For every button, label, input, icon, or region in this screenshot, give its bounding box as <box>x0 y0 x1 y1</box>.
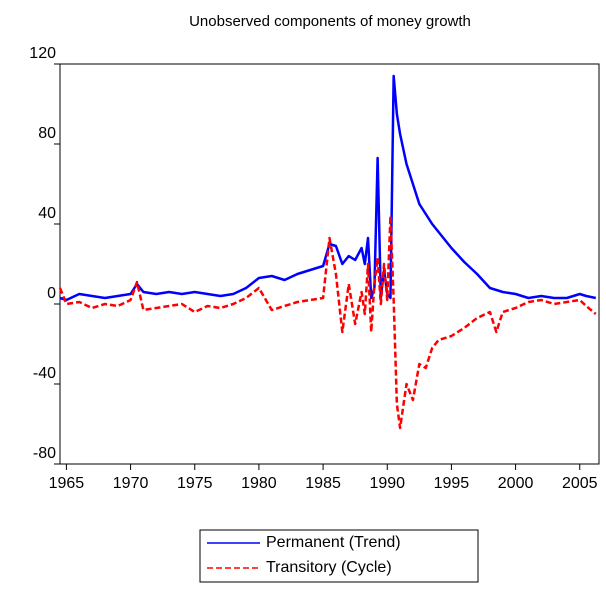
x-tick-label: 1965 <box>49 475 85 492</box>
legend-label: Permanent (Trend) <box>266 534 401 551</box>
legend-label: Transitory (Cycle) <box>266 559 392 576</box>
y-tick-label: 40 <box>38 205 56 222</box>
x-tick-label: 1975 <box>177 475 213 492</box>
y-tick-label: -40 <box>33 365 56 382</box>
y-tick-label: 120 <box>29 45 56 62</box>
chart-title: Unobserved components of money growth <box>189 13 471 30</box>
legend-box <box>199 529 479 583</box>
x-tick-label: 1970 <box>113 475 149 492</box>
x-tick-label: 1985 <box>305 475 341 492</box>
y-tick-label: 80 <box>38 125 56 142</box>
x-tick-label: 1980 <box>241 475 277 492</box>
x-tick-label: 2005 <box>562 475 598 492</box>
series-line <box>59 74 597 302</box>
series-line <box>58 214 597 430</box>
plot-frame <box>59 63 600 465</box>
y-tick-label: 0 <box>47 285 56 302</box>
x-tick-label: 2000 <box>498 475 534 492</box>
x-tick-label: 1995 <box>434 475 470 492</box>
y-tick-label: -80 <box>33 445 56 462</box>
x-tick-label: 1990 <box>369 475 405 492</box>
